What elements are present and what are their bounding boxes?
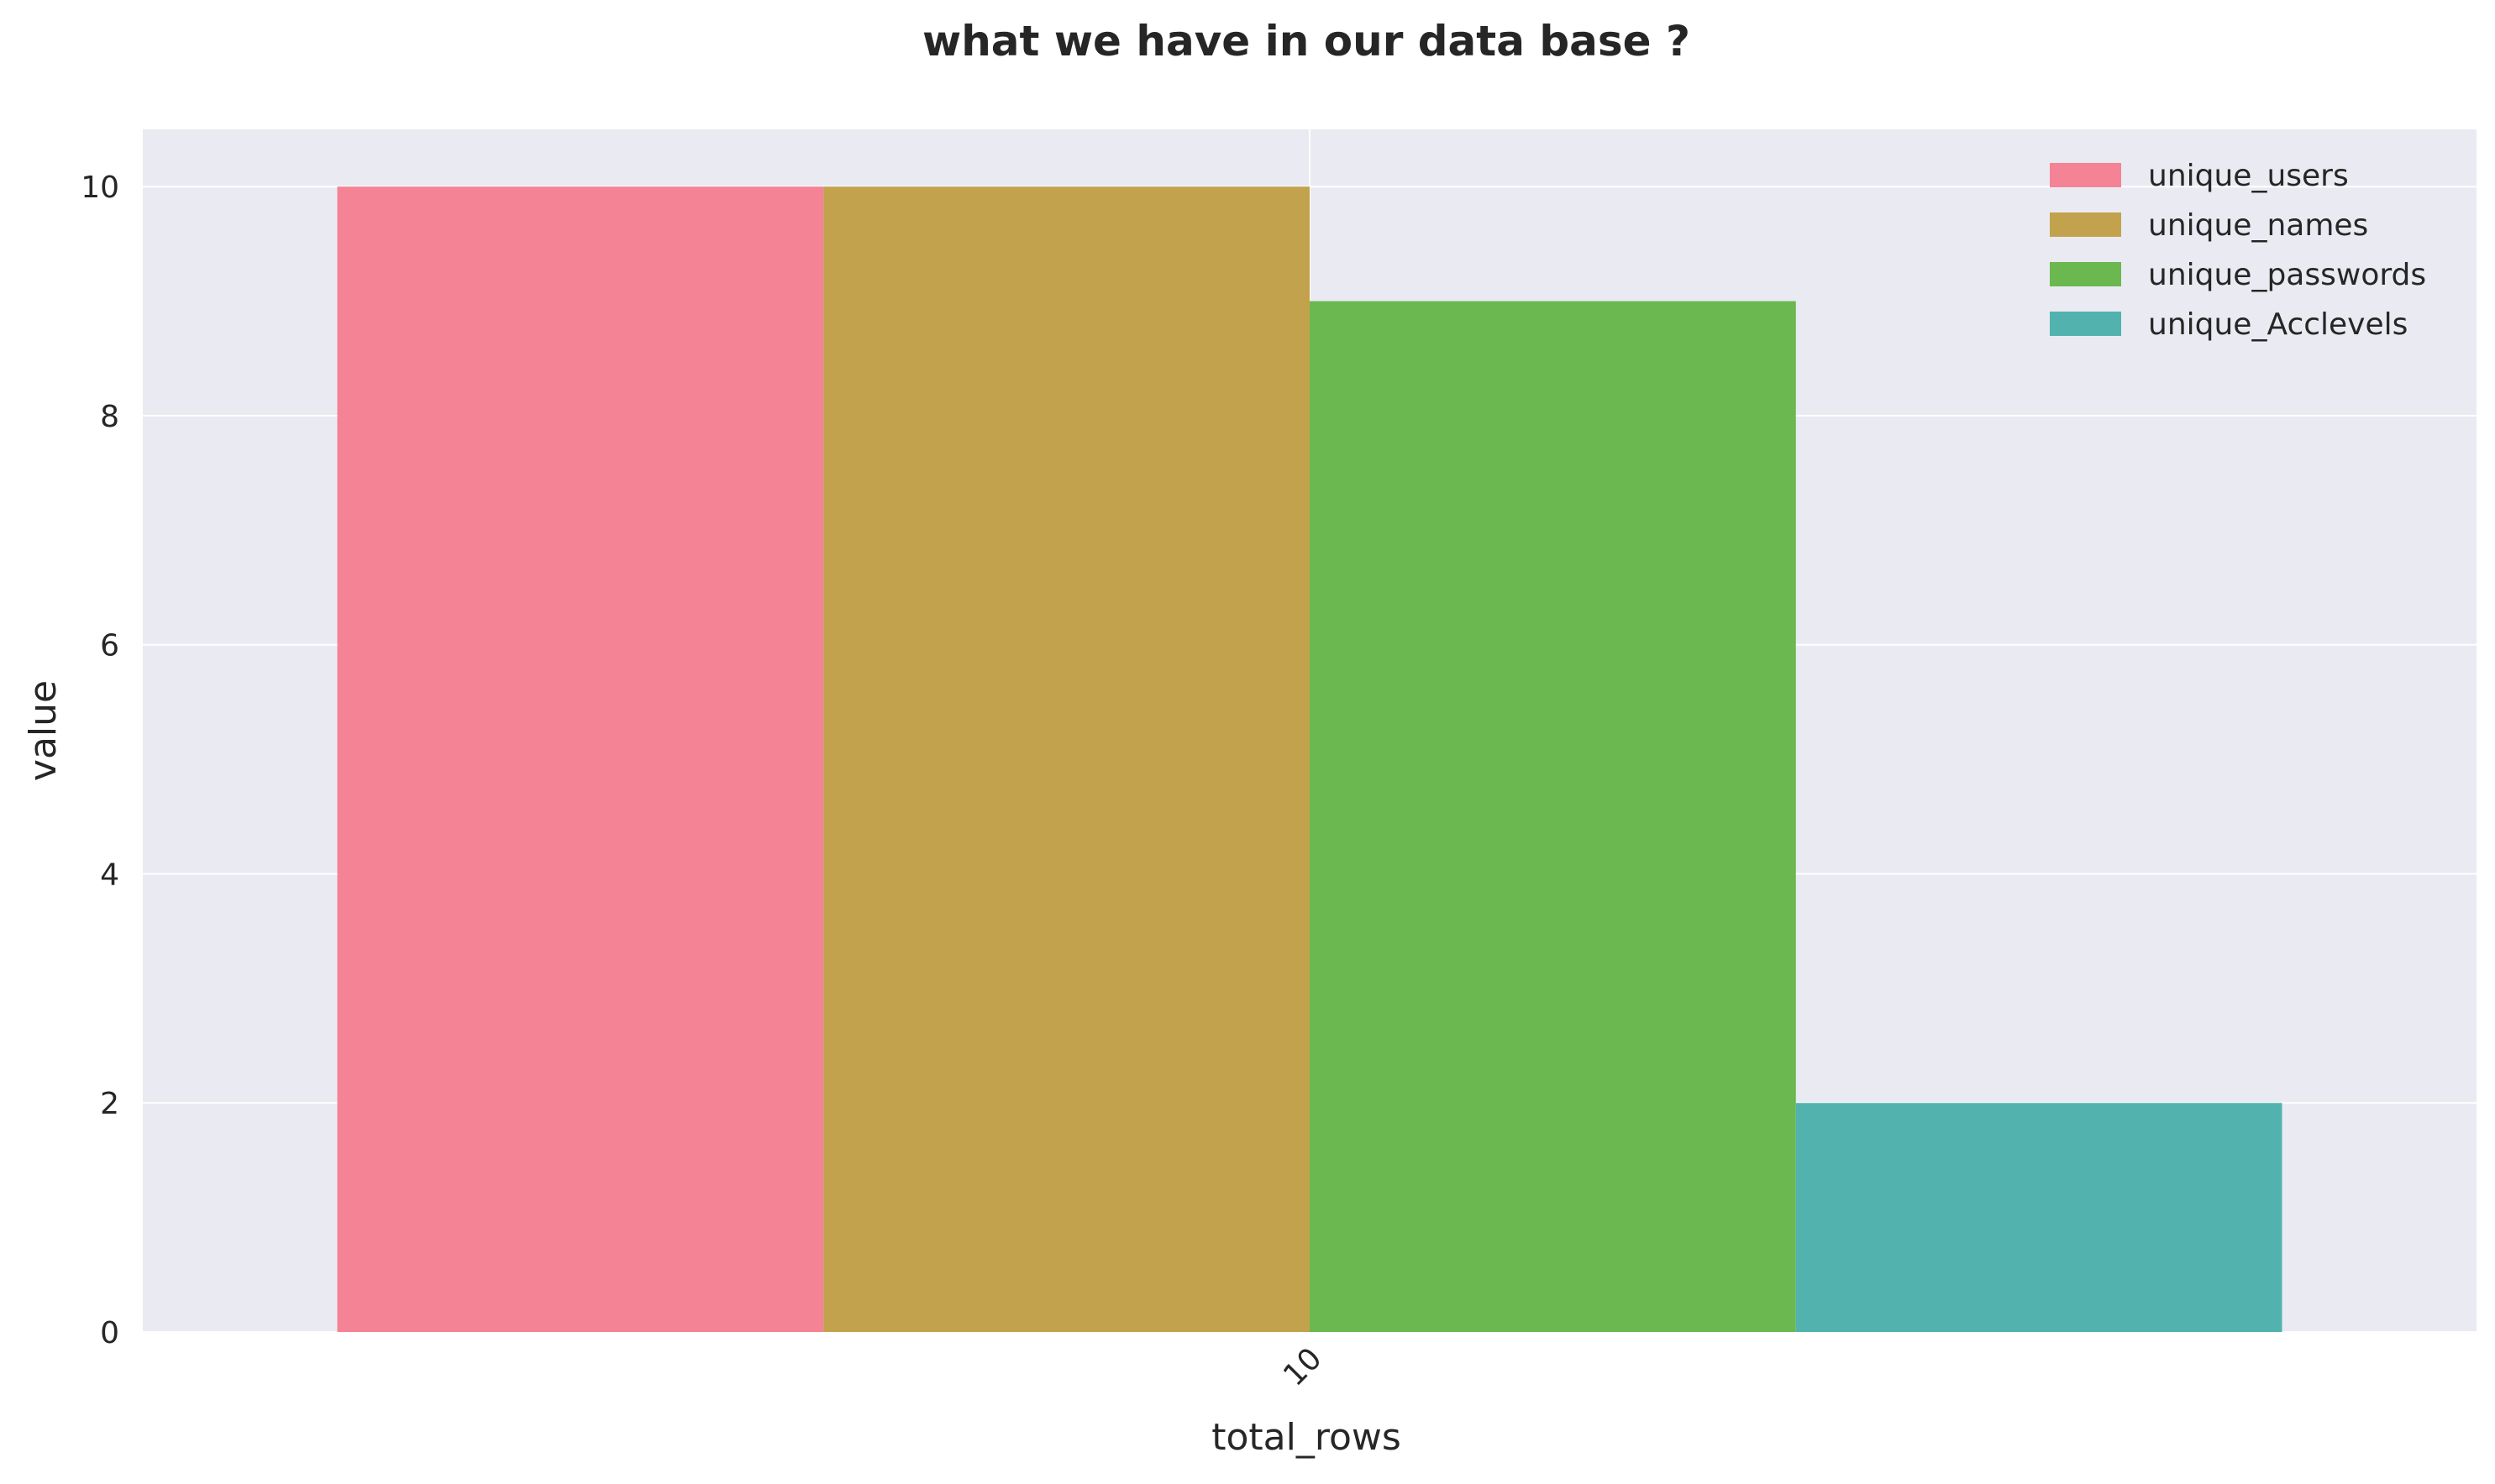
legend-swatch-unique_names xyxy=(2050,212,2121,237)
y-tick-label: 2 xyxy=(100,1087,119,1121)
y-tick-label: 4 xyxy=(100,857,119,892)
x-ticks: 10 xyxy=(1277,1341,1328,1392)
legend-label-unique_passwords: unique_passwords xyxy=(2148,258,2426,292)
bar-unique_names xyxy=(823,186,1310,1333)
bar-unique_users xyxy=(337,186,824,1333)
legend-label-unique_names: unique_names xyxy=(2148,208,2368,243)
y-tick-label: 8 xyxy=(100,400,119,434)
y-tick-label: 6 xyxy=(100,629,119,663)
y-tick-label: 10 xyxy=(81,170,119,205)
bar-unique_passwords xyxy=(1310,301,1796,1333)
legend-swatch-unique_passwords xyxy=(2050,262,2121,286)
legend-swatch-unique_Acclevels xyxy=(2050,312,2121,336)
y-axis-label: value xyxy=(22,680,65,781)
legend-label-unique_users: unique_users xyxy=(2148,159,2349,193)
x-axis-label: total_rows xyxy=(1211,1416,1401,1459)
legend-swatch-unique_users xyxy=(2050,163,2121,187)
x-tick-label: 10 xyxy=(1277,1341,1328,1392)
chart-title: what we have in our data base ? xyxy=(922,17,1690,66)
bars xyxy=(337,186,2282,1333)
y-tick-label: 0 xyxy=(100,1316,119,1350)
bar-unique_Acclevels xyxy=(1795,1103,2282,1332)
y-ticks: 0 2 4 6 8 10 xyxy=(81,170,119,1350)
legend-label-unique_Acclevels: unique_Acclevels xyxy=(2148,307,2408,342)
legend: unique_users unique_names unique_passwords… xyxy=(2050,159,2426,342)
